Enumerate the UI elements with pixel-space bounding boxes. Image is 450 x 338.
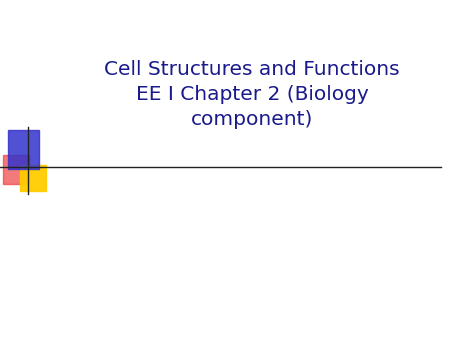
Bar [3, 155, 29, 184]
Bar [20, 165, 46, 191]
Text: Cell Structures and Functions
EE I Chapter 2 (Biology
component): Cell Structures and Functions EE I Chapt… [104, 60, 400, 129]
Bar [8, 130, 39, 169]
